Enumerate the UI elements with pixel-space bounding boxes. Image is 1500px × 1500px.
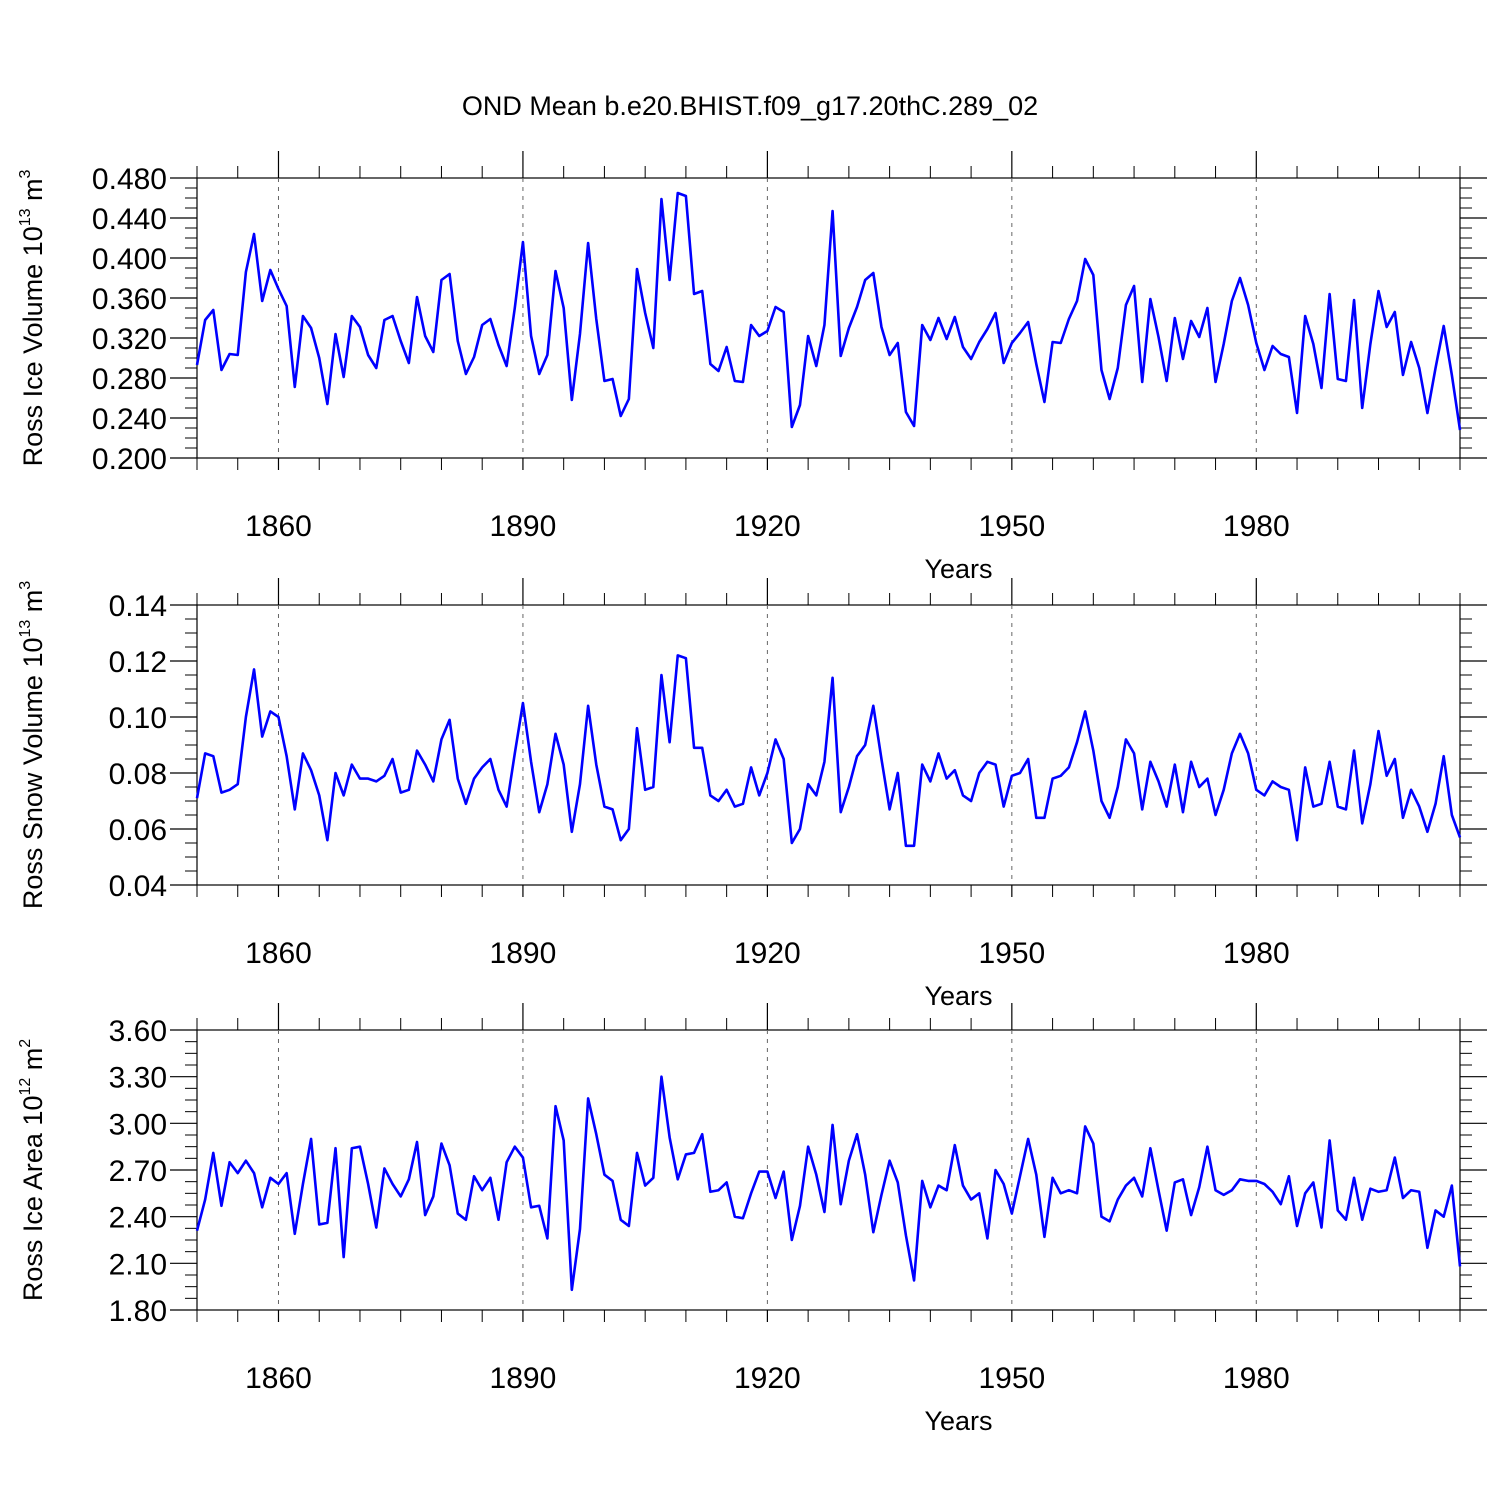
y-axis-label-unit-exponent: 3 <box>17 581 34 590</box>
y-axis-label-exponent: 13 <box>17 208 34 226</box>
panels: 1860 1890 1920 1950 1980 0.200 0.240 0.280 0.320… <box>17 151 1487 1436</box>
series-line-ice-area <box>195 1075 1462 1292</box>
y-axis-label-unit: m <box>18 590 48 620</box>
y-axis-label-text: Ross Ice Volume 10 <box>18 226 48 466</box>
y-axis-label-unit-exponent: 3 <box>17 169 34 178</box>
y-tick-label: 0.10 <box>109 702 167 735</box>
y-tick-label: 0.440 <box>92 203 167 236</box>
x-tick-label: 1890 <box>490 937 557 970</box>
y-tick-label: 3.30 <box>109 1062 167 1095</box>
y-axis-label-exponent: 13 <box>17 620 34 638</box>
panel-ice-volume: 1860 1890 1920 1950 1980 0.200 0.240 0.280 0.320… <box>17 151 1487 584</box>
y-tick-label: 0.280 <box>92 363 167 396</box>
y-tick-label: 0.06 <box>109 814 167 847</box>
y-axis-label-exponent: 12 <box>17 1078 34 1096</box>
y-tick-label: 0.240 <box>92 403 167 436</box>
x-tick-label: 1860 <box>245 937 312 970</box>
y-tick-label: 0.480 <box>92 163 167 196</box>
x-tick-label: 1890 <box>490 1362 557 1395</box>
y-tick-label: 0.200 <box>92 443 167 476</box>
y-axis-label: Ross Snow Volume 1013 m3 <box>17 581 48 909</box>
y-tick-label: 0.08 <box>109 758 167 791</box>
y-axis-label-text: Ross Ice Area 10 <box>18 1096 48 1302</box>
chart-title: OND Mean b.e20.BHIST.f09_g17.20thC.289_0… <box>462 91 1038 121</box>
y-tick-label: 1.80 <box>109 1295 167 1328</box>
x-axis-label: Years <box>924 1406 992 1436</box>
y-axis-label-text: Ross Snow Volume 10 <box>18 638 48 910</box>
x-tick-label: 1980 <box>1223 510 1290 543</box>
panel-snow-volume: 1860 1890 1920 1950 1980 0.04 0.06 0.08 0.10 0.12… <box>17 578 1487 1011</box>
y-tick-label: 0.04 <box>109 870 167 903</box>
x-tick-label: 1980 <box>1223 1362 1290 1395</box>
y-axis-label-unit: m <box>18 178 48 208</box>
y-axis-label: Ross Ice Area 1012 m2 <box>17 1039 48 1301</box>
y-axis-label-unit: m <box>18 1048 48 1078</box>
x-tick-label: 1920 <box>734 1362 801 1395</box>
y-tick-label: 3.60 <box>109 1015 167 1048</box>
y-tick-label: 3.00 <box>109 1108 167 1141</box>
y-tick-label: 2.40 <box>109 1202 167 1235</box>
x-tick-label: 1980 <box>1223 937 1290 970</box>
y-tick-label: 0.360 <box>92 283 167 316</box>
y-tick-label: 0.400 <box>92 243 167 276</box>
x-tick-label: 1920 <box>734 510 801 543</box>
x-tick-label: 1950 <box>978 937 1045 970</box>
y-axis-label: Ross Ice Volume 1013 m3 <box>17 169 48 466</box>
x-tick-label: 1950 <box>978 510 1045 543</box>
x-tick-label: 1890 <box>490 510 557 543</box>
x-tick-label: 1950 <box>978 1362 1045 1395</box>
x-axis-label: Years <box>924 554 992 584</box>
y-axis-label-unit-exponent: 2 <box>17 1039 34 1048</box>
x-tick-label: 1860 <box>245 1362 312 1395</box>
x-tick-label: 1860 <box>245 510 312 543</box>
y-tick-label: 2.70 <box>109 1155 167 1188</box>
y-tick-label: 2.10 <box>109 1248 167 1281</box>
y-tick-label: 0.320 <box>92 323 167 356</box>
y-tick-label: 0.14 <box>109 590 167 623</box>
panel-ice-area: 1860 1890 1920 1950 1980 1.80 2.10 2.40 2.70 3.00… <box>17 1003 1487 1436</box>
series-line-snow-volume <box>195 654 1462 848</box>
plot-frame <box>196 604 1461 886</box>
y-tick-label: 0.12 <box>109 646 167 679</box>
series-line-ice-volume <box>195 191 1462 431</box>
x-axis-label: Years <box>924 981 992 1011</box>
x-tick-label: 1920 <box>734 937 801 970</box>
